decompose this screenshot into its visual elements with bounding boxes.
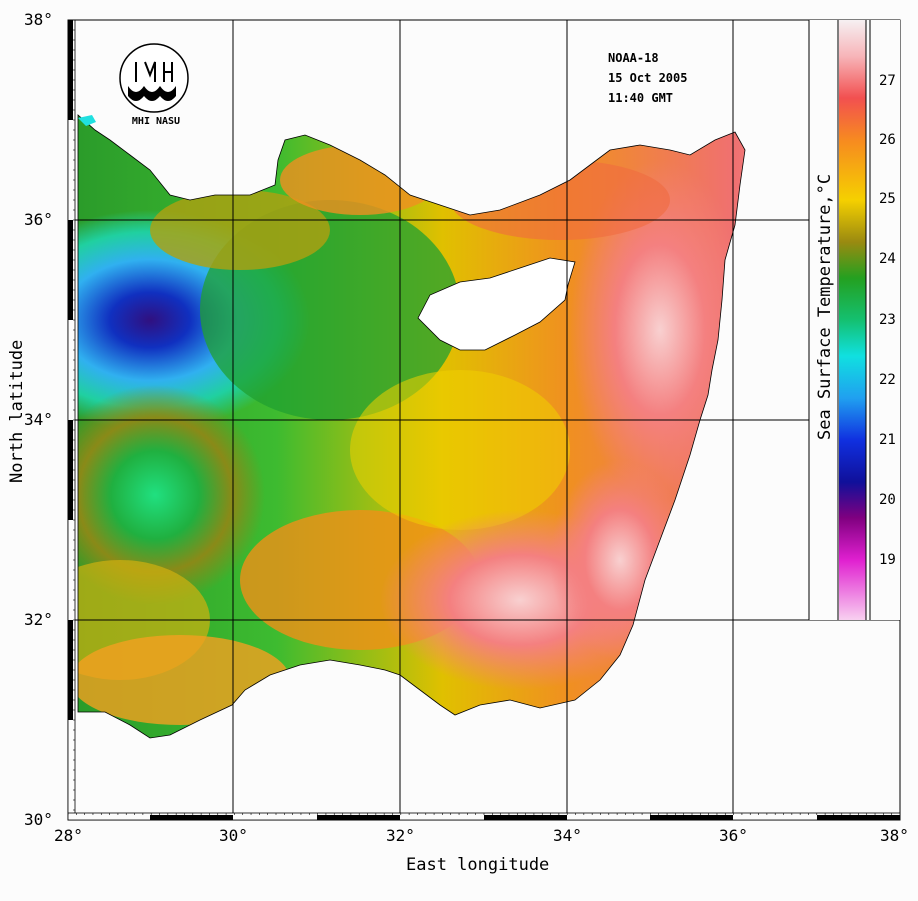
graticule xyxy=(68,20,900,820)
inlet-patch xyxy=(78,115,96,126)
cb-label-22: 22 xyxy=(879,372,896,388)
colorbar-title: Sea Surface Temperature,°C xyxy=(815,173,835,440)
x-tick-36: 36° xyxy=(719,826,748,845)
y-tick-34: 34° xyxy=(24,410,53,429)
acquisition-date: 15 Oct 2005 xyxy=(608,71,688,85)
x-tick-30: 30° xyxy=(219,826,248,845)
cb-label-19: 19 xyxy=(879,552,896,568)
x-tick-38: 38° xyxy=(880,826,909,845)
satellite-name: NOAA-18 xyxy=(608,51,659,65)
x-tick-32: 32° xyxy=(386,826,415,845)
y-axis-title: North latitude xyxy=(7,339,27,483)
x-axis-title: East longitude xyxy=(406,855,550,875)
bottom-scale-bar xyxy=(67,812,901,821)
y-tick-32: 32° xyxy=(24,610,53,629)
cb-label-20: 20 xyxy=(879,492,896,508)
colorbar-panel xyxy=(808,20,900,620)
info-block: NOAA-18 15 Oct 2005 11:40 GMT xyxy=(608,48,687,108)
cb-label-23: 23 xyxy=(879,312,896,328)
cb-label-25: 25 xyxy=(879,191,896,207)
wave-icon xyxy=(128,86,176,101)
coastline xyxy=(77,114,746,739)
cb-label-24: 24 xyxy=(879,251,896,267)
y-tick-36: 36° xyxy=(24,210,53,229)
acquisition-time: 11:40 GMT xyxy=(608,91,674,105)
left-scale-bar xyxy=(67,19,76,821)
x-tick-34: 34° xyxy=(553,826,582,845)
x-tick-28: 28° xyxy=(54,826,83,845)
logo-caption: MHI NASU xyxy=(131,116,181,127)
cb-label-26: 26 xyxy=(879,132,896,148)
mhi-logo xyxy=(119,43,189,113)
cb-label-27: 27 xyxy=(879,73,896,89)
colorbar-gradient xyxy=(839,20,866,620)
y-tick-30: 30° xyxy=(24,810,53,829)
cb-label-21: 21 xyxy=(879,432,896,448)
y-tick-38: 38° xyxy=(24,10,53,29)
cyprus-island xyxy=(417,257,576,351)
